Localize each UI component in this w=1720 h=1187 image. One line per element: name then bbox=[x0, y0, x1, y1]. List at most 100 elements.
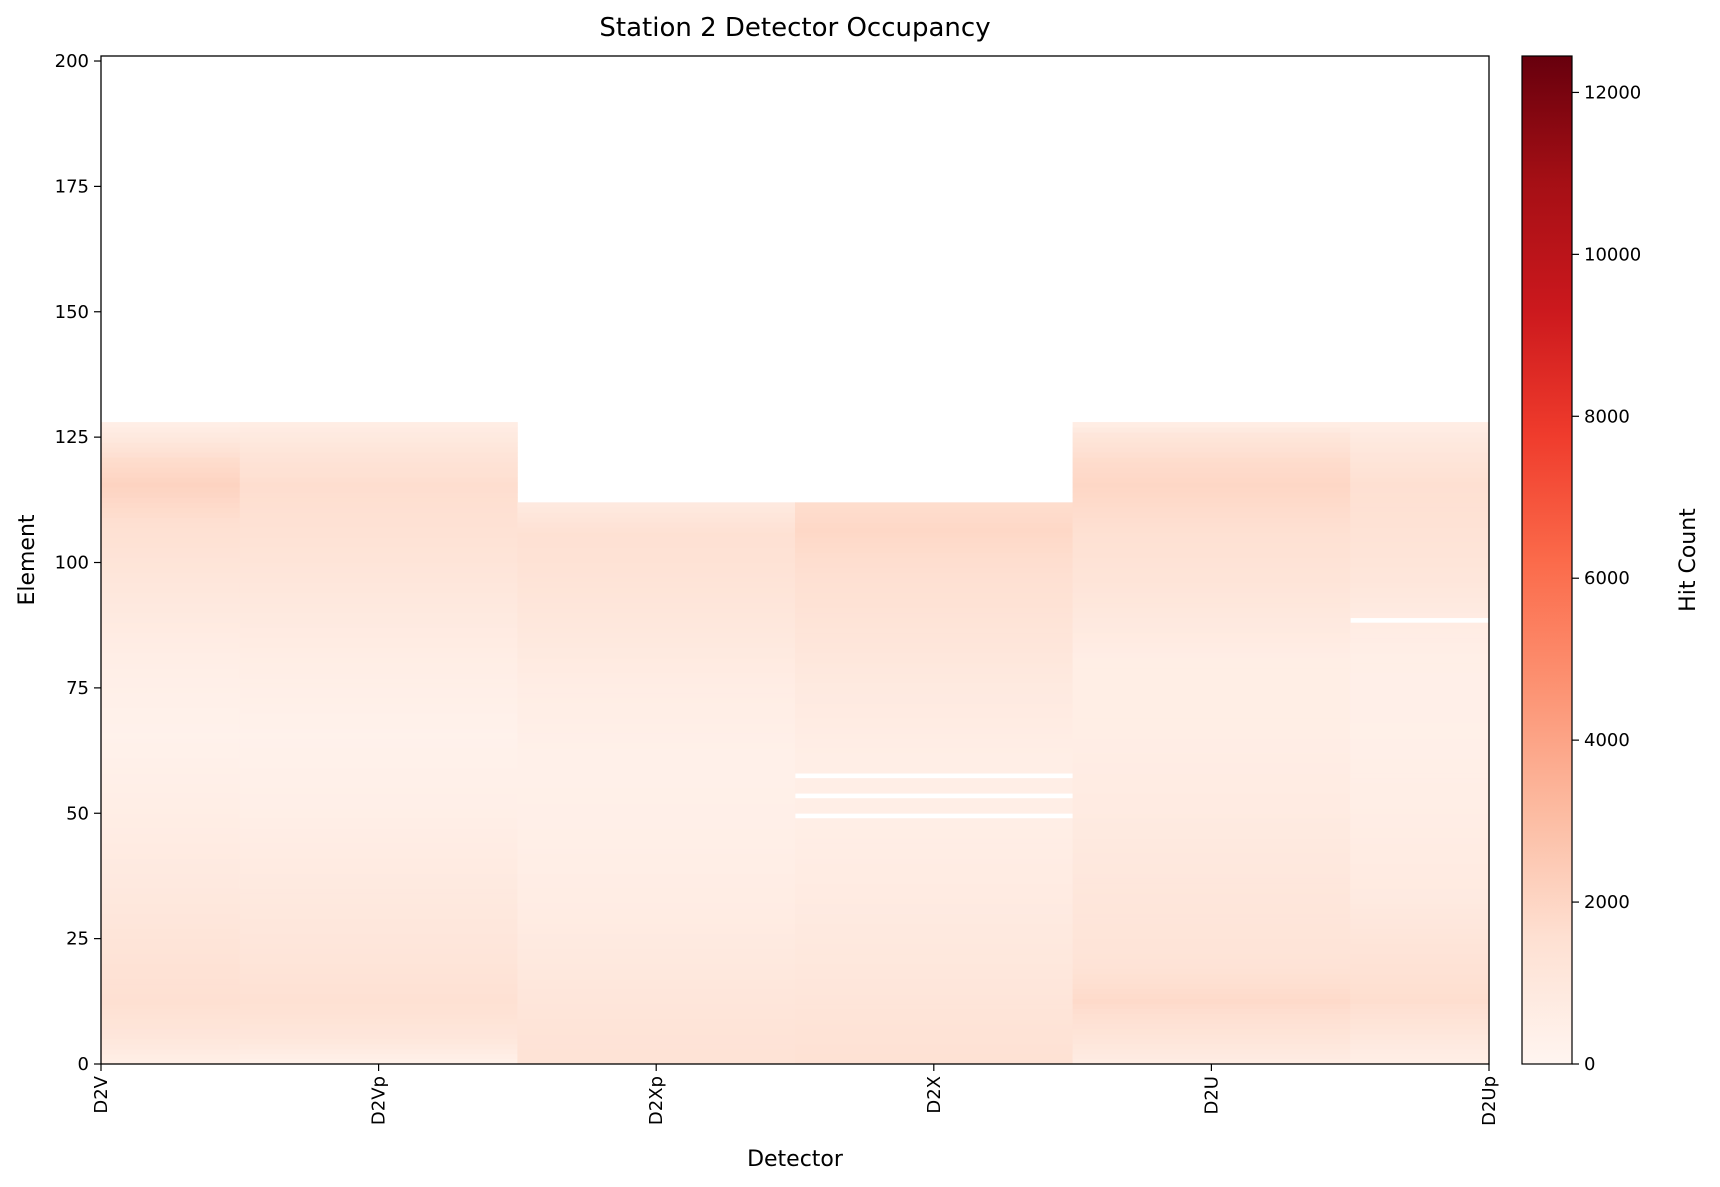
heatmap-cell-D2X-107 bbox=[795, 522, 1073, 528]
heatmap-cell-D2Up-52 bbox=[1350, 798, 1490, 804]
heatmap-cell-D2Up-27 bbox=[1350, 923, 1490, 929]
heatmap-cell-D2U-47 bbox=[1072, 823, 1351, 829]
heatmap-cell-D2Vp-71 bbox=[239, 702, 518, 709]
heatmap-cell-D2Xp-64 bbox=[517, 738, 796, 744]
heatmap-cell-D2X-54 bbox=[795, 788, 1073, 794]
heatmap-cell-D2Vp-84 bbox=[239, 637, 518, 644]
heatmap-cell-D2U-56 bbox=[1072, 778, 1351, 784]
heatmap-cell-D2X-72 bbox=[795, 697, 1073, 704]
heatmap-cell-D2Vp-22 bbox=[239, 948, 518, 955]
heatmap-cell-D2Up-71 bbox=[1350, 702, 1490, 709]
heatmap-cell-D2U-75 bbox=[1072, 682, 1351, 689]
heatmap-cell-D2Xp-111 bbox=[517, 502, 796, 508]
heatmap-cell-D2V-38 bbox=[101, 868, 241, 874]
heatmap-cell-D2Vp-94 bbox=[239, 587, 518, 593]
heatmap-cell-D2Vp-90 bbox=[239, 607, 518, 614]
heatmap-cell-D2U-119 bbox=[1072, 462, 1351, 468]
heatmap-cell-D2Up-98 bbox=[1350, 567, 1490, 573]
heatmap-cell-D2Up-78 bbox=[1350, 667, 1490, 674]
heatmap-cell-D2U-4 bbox=[1072, 1038, 1351, 1045]
heatmap-cell-D2Up-65 bbox=[1350, 733, 1490, 739]
heatmap-cell-D2Up-124 bbox=[1350, 437, 1490, 443]
heatmap-cell-D2V-19 bbox=[101, 963, 241, 970]
heatmap-cell-D2Up-25 bbox=[1350, 933, 1490, 940]
heatmap-cell-D2V-120 bbox=[101, 457, 241, 463]
heatmap-cell-D2U-45 bbox=[1072, 833, 1351, 839]
heatmap-cell-D2V-96 bbox=[101, 577, 241, 583]
heatmap-cell-D2V-117 bbox=[101, 472, 241, 478]
heatmap-cell-D2V-4 bbox=[101, 1038, 241, 1045]
heatmap-cell-D2U-82 bbox=[1072, 647, 1351, 654]
heatmap-cell-D2Xp-24 bbox=[517, 938, 796, 945]
heatmap-cell-D2V-24 bbox=[101, 938, 241, 945]
heatmap-cell-D2Up-64 bbox=[1350, 738, 1490, 744]
heatmap-cell-D2U-68 bbox=[1072, 717, 1351, 724]
colorbar-label: Hit Count bbox=[1676, 508, 1701, 612]
heatmap-cell-D2Up-35 bbox=[1350, 883, 1490, 889]
heatmap-cell-D2V-84 bbox=[101, 637, 241, 644]
heatmap-cell-D2Up-113 bbox=[1350, 492, 1490, 498]
heatmap-cell-D2Vp-50 bbox=[239, 808, 518, 814]
heatmap-cell-D2U-0 bbox=[1072, 1058, 1351, 1065]
heatmap-cell-D2X-78 bbox=[795, 667, 1073, 674]
heatmap-cell-D2Up-122 bbox=[1350, 447, 1490, 453]
heatmap-cell-D2V-124 bbox=[101, 437, 241, 443]
heatmap-cell-D2Up-77 bbox=[1350, 672, 1490, 679]
heatmap-cell-D2X-21 bbox=[795, 953, 1073, 960]
heatmap-cell-D2Up-60 bbox=[1350, 758, 1490, 764]
heatmap-cell-D2X-75 bbox=[795, 682, 1073, 689]
heatmap-cell-D2Vp-37 bbox=[239, 873, 518, 879]
heatmap-cell-D2V-52 bbox=[101, 798, 241, 804]
heatmap-cell-D2U-74 bbox=[1072, 687, 1351, 694]
heatmap-cell-D2U-40 bbox=[1072, 858, 1351, 864]
heatmap-cell-D2X-85 bbox=[795, 632, 1073, 639]
heatmap-cell-D2V-70 bbox=[101, 707, 241, 714]
heatmap-cell-D2Vp-43 bbox=[239, 843, 518, 849]
heatmap-cell-D2Up-127 bbox=[1350, 422, 1490, 428]
heatmap-cell-D2V-94 bbox=[101, 587, 241, 593]
heatmap-cell-D2Up-7 bbox=[1350, 1023, 1490, 1030]
heatmap-cell-D2X-13 bbox=[795, 993, 1073, 1000]
heatmap-cell-D2V-28 bbox=[101, 918, 241, 924]
heatmap-cell-D2V-45 bbox=[101, 833, 241, 839]
heatmap-cell-D2Vp-58 bbox=[239, 768, 518, 774]
heatmap-cell-D2U-126 bbox=[1072, 427, 1351, 433]
heatmap-cell-D2X-9 bbox=[795, 1013, 1073, 1020]
heatmap-cell-D2U-97 bbox=[1072, 572, 1351, 578]
heatmap-cell-D2U-10 bbox=[1072, 1008, 1351, 1015]
heatmap-cell-D2V-113 bbox=[101, 492, 241, 498]
heatmap-cell-D2V-43 bbox=[101, 843, 241, 849]
heatmap-cell-D2Xp-32 bbox=[517, 898, 796, 904]
heatmap-cell-D2Up-81 bbox=[1350, 652, 1490, 659]
heatmap-cell-D2U-78 bbox=[1072, 667, 1351, 674]
heatmap-cell-D2Vp-119 bbox=[239, 462, 518, 468]
heatmap-cell-D2U-23 bbox=[1072, 943, 1351, 950]
heatmap-cell-D2V-93 bbox=[101, 592, 241, 599]
heatmap-cell-D2Xp-74 bbox=[517, 687, 796, 694]
heatmap-cell-D2V-86 bbox=[101, 627, 241, 634]
heatmap-cell-D2Up-55 bbox=[1350, 783, 1490, 789]
heatmap-cell-D2V-76 bbox=[101, 677, 241, 684]
heatmap-cell-D2U-64 bbox=[1072, 738, 1351, 744]
heatmap-cell-D2Up-56 bbox=[1350, 778, 1490, 784]
heatmap-cell-D2V-32 bbox=[101, 898, 241, 904]
heatmap-cell-D2Vp-99 bbox=[239, 562, 518, 568]
heatmap-cell-D2Up-49 bbox=[1350, 813, 1490, 819]
heatmap-cell-D2U-7 bbox=[1072, 1023, 1351, 1030]
heatmap-cell-D2X-5 bbox=[795, 1033, 1073, 1040]
heatmap-cell-D2U-105 bbox=[1072, 532, 1351, 538]
heatmap-cell-D2V-80 bbox=[101, 657, 241, 664]
heatmap-cell-D2Vp-11 bbox=[239, 1003, 518, 1010]
heatmap-cell-D2U-39 bbox=[1072, 863, 1351, 869]
heatmap-cell-D2U-85 bbox=[1072, 632, 1351, 639]
heatmap-cell-D2Xp-76 bbox=[517, 677, 796, 684]
heatmap-cell-D2U-118 bbox=[1072, 467, 1351, 473]
heatmap-cell-D2U-110 bbox=[1072, 507, 1351, 513]
heatmap-cell-D2V-123 bbox=[101, 442, 241, 448]
heatmap-cell-D2Up-100 bbox=[1350, 557, 1490, 563]
heatmap-cell-D2U-106 bbox=[1072, 527, 1351, 533]
heatmap-cell-D2Xp-38 bbox=[517, 868, 796, 874]
heatmap-cell-D2V-14 bbox=[101, 988, 241, 995]
heatmap-cell-D2Vp-48 bbox=[239, 818, 518, 824]
heatmap-cell-D2U-15 bbox=[1072, 983, 1351, 990]
